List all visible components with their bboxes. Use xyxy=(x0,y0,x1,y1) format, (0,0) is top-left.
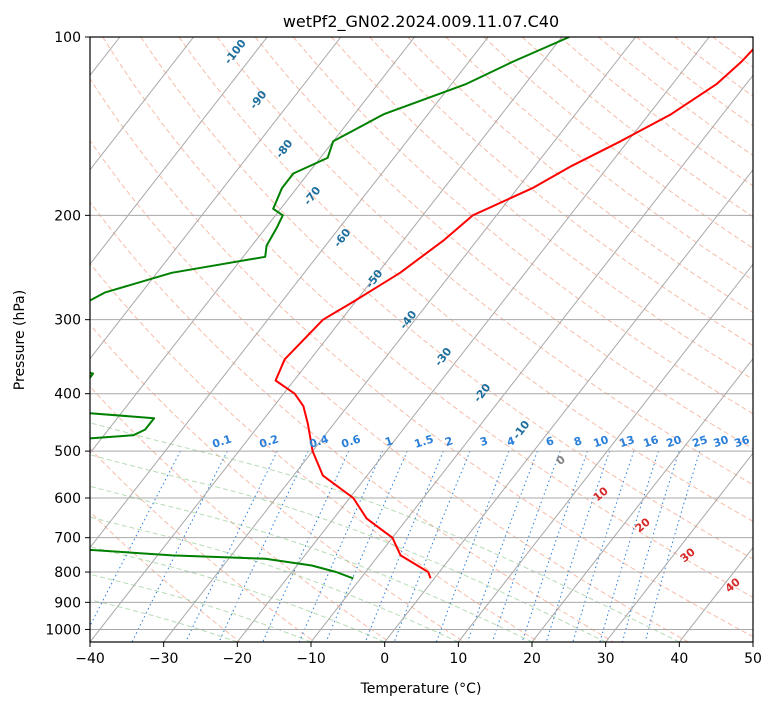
x-tick-label: −30 xyxy=(149,651,179,667)
x-axis: −40 −30 −20 −10 0 10 20 30 40 50 xyxy=(75,642,762,667)
y-tick-label: 1000 xyxy=(45,622,81,638)
y-tick-label: 900 xyxy=(54,595,81,611)
plot-background xyxy=(90,37,753,642)
x-tick-label: −20 xyxy=(223,651,253,667)
y-tick-label: 300 xyxy=(54,313,81,329)
x-tick-label: 10 xyxy=(449,651,467,667)
x-tick-label: −40 xyxy=(75,651,105,667)
x-axis-label: Temperature (°C) xyxy=(360,681,482,697)
y-tick-label: 200 xyxy=(54,208,81,224)
y-tick-label: 800 xyxy=(54,565,81,581)
x-tick-label: 20 xyxy=(523,651,541,667)
x-tick-label: 0 xyxy=(380,651,389,667)
x-tick-label: 30 xyxy=(597,651,615,667)
x-tick-label: −10 xyxy=(296,651,326,667)
dry-adiabat-line xyxy=(751,37,775,642)
chart-title: wetPf2_GN02.2024.009.11.07.C40 xyxy=(283,12,559,32)
y-tick-label: 100 xyxy=(54,30,81,46)
x-tick-label: 50 xyxy=(744,651,762,667)
y-axis-label: Pressure (hPa) xyxy=(12,290,28,390)
y-tick-label: 600 xyxy=(54,491,81,507)
y-tick-label: 700 xyxy=(54,531,81,547)
y-tick-label: 400 xyxy=(54,387,81,403)
y-axis: 100 200 300 400 500 600 700 800 900 1000 xyxy=(45,30,90,638)
x-tick-label: 40 xyxy=(670,651,688,667)
y-tick-label: 500 xyxy=(54,444,81,460)
isotherm-line xyxy=(753,37,775,642)
